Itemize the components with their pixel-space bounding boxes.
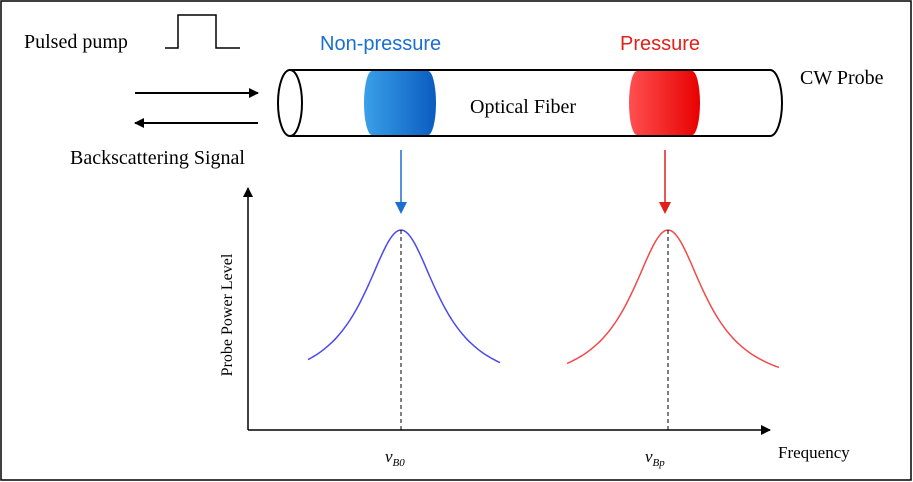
non-pressure-label: Non-pressure	[320, 33, 441, 55]
optical-fiber-label: Optical Fiber	[470, 96, 576, 118]
fiber	[277, 69, 783, 137]
x-axis-label: Frequency	[778, 443, 850, 462]
peak-label: vB0	[385, 447, 405, 469]
pulse	[165, 14, 240, 49]
pulsed-pump-label: Pulsed pump	[24, 31, 128, 53]
pressure-label: Pressure	[620, 33, 700, 55]
blue-curve	[307, 229, 501, 364]
y-axis-label: Probe Power Level	[219, 253, 236, 376]
peak-label: vBp	[645, 447, 665, 469]
red-curve	[566, 229, 780, 369]
cw-probe-label: CW Probe	[800, 67, 884, 89]
backscattering-label: Backscattering Signal	[70, 147, 245, 169]
